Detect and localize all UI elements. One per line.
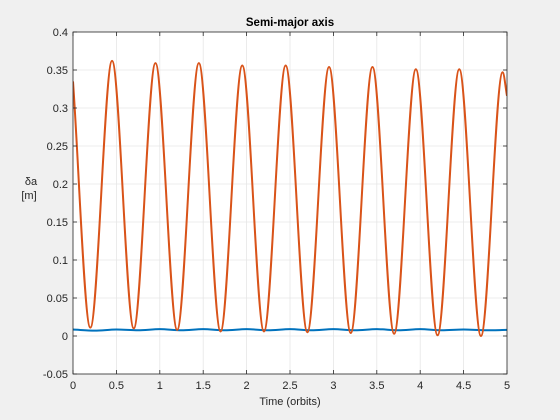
x-tick-label: 1 (157, 380, 163, 392)
y-tick-label: 0.2 (53, 179, 68, 191)
y-axis-label-symbol: δa (25, 176, 38, 188)
series-lines (73, 59, 507, 337)
x-tick-label: 0 (70, 380, 76, 392)
y-tick-label: 0.3 (53, 103, 68, 115)
x-tick-label: 0.5 (109, 380, 124, 392)
x-tick-label: 2.5 (282, 380, 297, 392)
x-tick-labels: 0 0.5 1 1.5 2 2.5 3 3.5 4 4.5 5 (70, 380, 510, 392)
x-tick-label: 4.5 (456, 380, 471, 392)
x-tick-label: 4 (417, 380, 423, 392)
series-line-2 (73, 59, 507, 337)
x-tick-label: 2 (244, 380, 250, 392)
chart-title: Semi-major axis (246, 17, 334, 29)
y-tick-label: -0.05 (43, 369, 68, 381)
y-tick-label: 0.1 (53, 255, 68, 267)
x-tick-label: 1.5 (196, 380, 211, 392)
x-axis-label: Time (orbits) (259, 396, 320, 408)
y-tick-label: 0.05 (47, 293, 68, 305)
x-tick-label: 5 (504, 380, 510, 392)
ticks (72, 31, 508, 375)
x-tick-label: 3.5 (369, 380, 384, 392)
y-tick-label: 0.35 (47, 65, 68, 77)
y-tick-label: 0.25 (47, 141, 68, 153)
y-tick-label: 0.15 (47, 217, 68, 229)
y-tick-label: 0.4 (53, 27, 68, 39)
y-tick-label: 0 (62, 331, 68, 343)
x-tick-label: 3 (330, 380, 336, 392)
y-axis-label-unit: [m] (21, 190, 36, 202)
y-tick-labels: -0.05 0 0.05 0.1 0.15 0.2 0.25 0.3 0.35 0.4 (43, 27, 68, 381)
